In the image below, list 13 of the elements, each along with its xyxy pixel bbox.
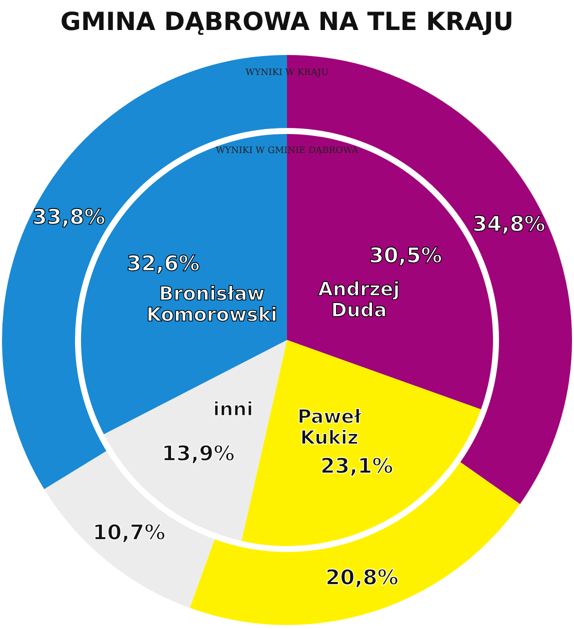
data-label: 32,6% [126,252,200,276]
data-label: 30,5% [369,244,442,268]
chart-title: GMINA DĄBROWA NA TLE KRAJU [60,7,514,36]
data-label: 33,8% [32,204,106,229]
slice-label: Paweł Kukiz [297,406,362,450]
data-label: 34,8% [472,212,546,236]
data-label: 23,1% [320,454,394,478]
slice-label: Andrzej Duda [318,278,400,322]
data-label: 20,8% [326,566,398,590]
data-label: 13,9% [162,442,235,466]
slice-label: inni [213,398,254,421]
data-label: 10,7% [92,520,166,545]
slice-label: Bronisław Komorowski [146,283,278,326]
